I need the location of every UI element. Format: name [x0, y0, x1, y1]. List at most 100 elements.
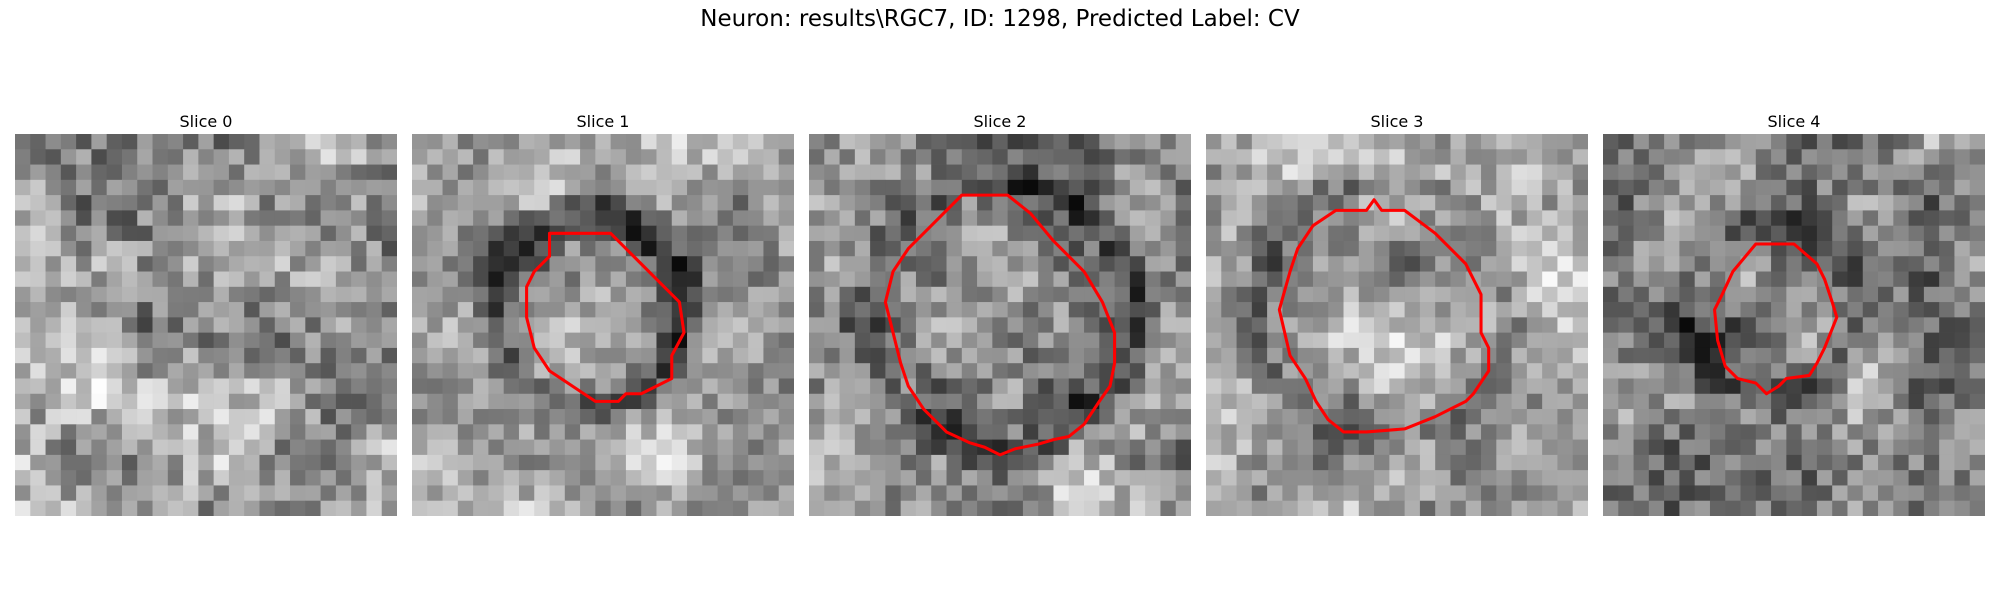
pixel: [167, 393, 184, 410]
pixel: [320, 332, 337, 349]
pixel: [244, 210, 260, 226]
pixel: [1099, 439, 1115, 456]
pixel: [656, 409, 673, 425]
pixel: [1908, 470, 1925, 486]
pixel: [15, 378, 31, 395]
pixel: [1557, 256, 1574, 272]
pixel: [1297, 409, 1314, 425]
pixel: [1114, 256, 1131, 272]
pixel: [671, 439, 688, 456]
pixel: [1679, 256, 1695, 272]
pixel: [1251, 332, 1268, 349]
pixel: [732, 164, 749, 181]
pixel: [1542, 393, 1558, 410]
pixel: [1312, 317, 1329, 333]
pixel: [228, 134, 245, 150]
pixel: [244, 409, 260, 425]
pixel: [1297, 454, 1314, 471]
pixel: [1572, 317, 1588, 333]
pixel: [1832, 225, 1848, 242]
pixel: [1893, 149, 1909, 165]
pixel: [1129, 302, 1146, 318]
pixel: [1084, 179, 1100, 196]
pixel: [534, 149, 550, 165]
pixel: [1053, 317, 1070, 333]
pixel: [1465, 332, 1482, 349]
pixel: [1236, 149, 1253, 165]
pixel: [1343, 500, 1360, 516]
pixel: [1496, 470, 1512, 486]
pixel: [183, 240, 199, 257]
pixel: [900, 164, 917, 181]
pixel: [213, 363, 230, 379]
pixel: [870, 500, 886, 516]
pixel: [656, 439, 673, 456]
pixel: [1939, 439, 1955, 456]
pixel: [1725, 286, 1741, 303]
pixel: [1221, 424, 1237, 440]
pixel: [595, 149, 611, 165]
pixel: [1771, 225, 1787, 242]
pixel: [1374, 500, 1390, 516]
pixel: [641, 179, 657, 196]
pixel: [1847, 225, 1864, 242]
pixel: [274, 485, 291, 502]
pixel: [900, 210, 917, 226]
pixel: [320, 317, 337, 333]
pixel: [1618, 409, 1634, 425]
pixel: [351, 225, 367, 242]
pixel: [1816, 164, 1833, 181]
pixel: [1709, 240, 1726, 257]
pixel: [121, 149, 138, 165]
pixel: [1175, 424, 1191, 440]
pixel: [518, 164, 535, 181]
pixel: [305, 210, 321, 226]
pixel: [1725, 454, 1741, 471]
pixel: [1954, 179, 1971, 196]
pixel: [1389, 454, 1405, 471]
pixel: [1297, 210, 1314, 226]
pixel: [824, 393, 840, 410]
pixel: [702, 149, 718, 165]
pixel: [1160, 256, 1177, 272]
pixel: [1374, 485, 1390, 502]
pixel: [1648, 454, 1665, 471]
pixel: [60, 271, 77, 288]
pixel: [1878, 378, 1894, 395]
pixel: [1694, 317, 1711, 333]
pixel: [1603, 347, 1619, 364]
pixel: [351, 149, 367, 165]
pixel: [1908, 134, 1925, 150]
pixel: [412, 240, 428, 257]
pixel: [1939, 302, 1955, 318]
pixel: [1221, 271, 1237, 288]
pixel: [748, 424, 764, 440]
pixel: [45, 195, 62, 211]
pixel: [76, 240, 92, 257]
pixel: [1618, 500, 1634, 516]
pixel: [442, 409, 459, 425]
pixel: [1358, 470, 1375, 486]
pixel: [1725, 240, 1741, 257]
pixel: [366, 240, 383, 257]
pixel: [1038, 286, 1054, 303]
pixel: [717, 393, 734, 410]
pixel: [1679, 210, 1695, 226]
pixel: [610, 378, 627, 395]
pixel: [763, 470, 780, 486]
pixel: [290, 347, 306, 364]
pixel: [228, 439, 245, 456]
pixel: [1068, 409, 1085, 425]
pixel: [1145, 210, 1161, 226]
pixel: [1709, 409, 1726, 425]
pixel: [1022, 317, 1039, 333]
pixel: [1450, 286, 1467, 303]
pixel: [1633, 240, 1650, 257]
pixel: [839, 485, 856, 502]
pixel: [76, 439, 92, 456]
pixel: [366, 485, 383, 502]
pixel: [1206, 164, 1222, 181]
pixel: [442, 256, 459, 272]
pixel: [503, 302, 520, 318]
pixel: [1496, 134, 1512, 150]
